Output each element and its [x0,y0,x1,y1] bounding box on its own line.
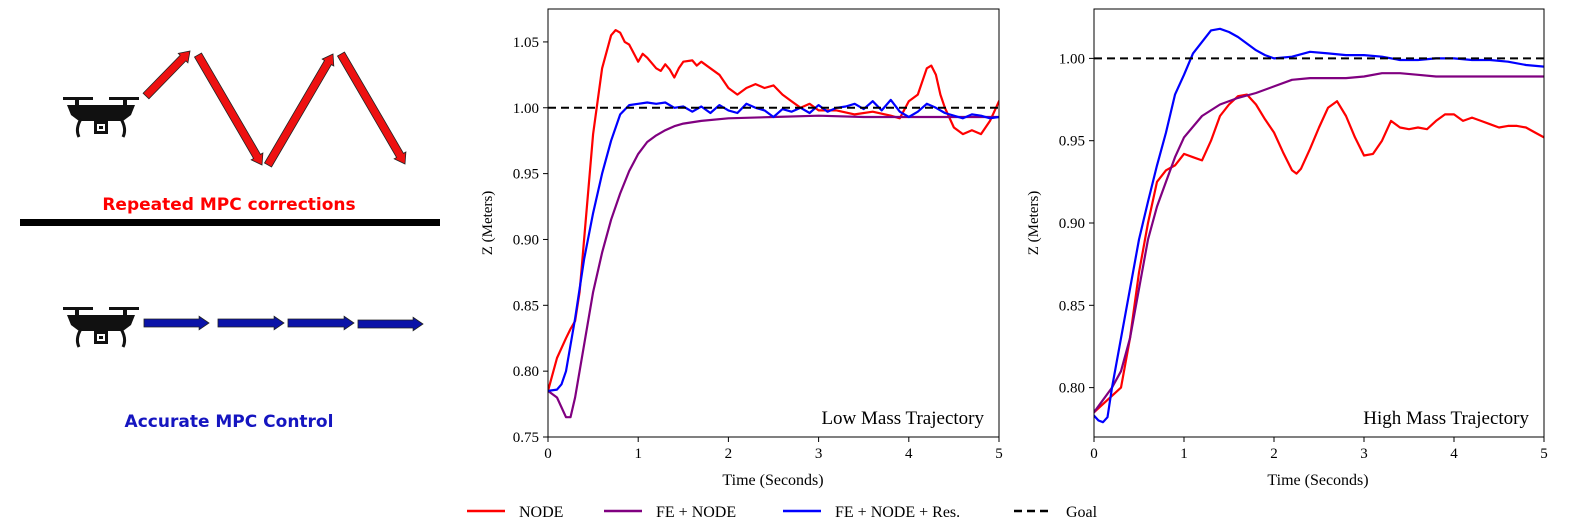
x-tick-label: 2 [725,446,733,462]
y-tick-label: 0.90 [513,232,539,248]
x-tick-label: 1 [1180,446,1188,462]
x-tick-label: 3 [815,446,823,462]
y-tick-label: 0.80 [1059,381,1085,397]
legend-item: Goal [1014,504,1098,521]
zigzag-arrows [142,50,407,168]
drone-icon [61,95,141,139]
y-axis-label: Z (Meters) [480,191,496,256]
x-tick-label: 5 [1540,446,1548,462]
divider-bar [20,219,440,226]
legend-label: NODE [519,504,563,521]
y-tick-label: 0.95 [1059,134,1085,150]
x-axis-label: Time (Seconds) [1267,472,1368,489]
x-tick-label: 4 [1450,446,1458,462]
legend-item: FE + NODE [604,504,736,521]
legend-item: NODE [467,504,563,521]
blue-arrow [357,316,424,332]
top-caption: Repeated MPC corrections [102,195,355,215]
axes-frame [547,8,1000,438]
red-arrow [263,53,335,168]
legend: NODE FE + NODE FE + NODE + Res. Goal [467,504,1098,521]
legend-item: FE + NODE + Res. [783,504,960,521]
illustration-panel: Repeated MPC corrections Accurate MPC Co… [20,50,440,432]
red-arrow [193,52,264,166]
series-line-fe-node [548,114,999,419]
y-tick-label: 1.00 [1059,51,1085,67]
series-line-fe-node-res [548,98,999,392]
y-tick-label: 1.05 [513,35,539,51]
x-tick-label: 5 [995,446,1003,462]
chart-low-mass: Z (Meters) Time (Seconds) Low Mass Traje… [480,8,1003,489]
legend-label: FE + NODE [656,504,736,521]
series-line-fe-node [1094,72,1544,414]
y-tick-label: 0.90 [1059,216,1085,232]
series-line-fe-node-res [1094,27,1544,424]
blue-arrow [217,315,285,331]
chart-high-mass: Z (Meters) Time (Seconds) High Mass Traj… [1026,8,1548,489]
series-line-node [548,29,999,392]
y-tick-label: 0.85 [513,298,539,314]
y-axis-label: Z (Meters) [1026,191,1042,256]
x-tick-label: 4 [905,446,913,462]
blue-arrow [287,315,355,331]
drone-icon [61,305,141,349]
y-tick-label: 0.95 [513,167,539,183]
y-tick-label: 0.85 [1059,298,1085,314]
legend-label: Goal [1066,504,1098,521]
series-line-node [1094,93,1544,414]
x-tick-label: 2 [1270,446,1278,462]
red-arrow [142,50,191,100]
x-tick-label: 3 [1360,446,1368,462]
plot-area: 0 1 2 3 4 5 0.75 0.80 0.85 0.90 0.95 1.00 1.05 [513,8,1003,462]
plot-area: 0 1 2 3 4 5 0.80 0.85 0.90 0.95 1.00 [1059,8,1548,462]
x-axis-label: Time (Seconds) [722,472,823,489]
legend-label: FE + NODE + Res. [835,504,960,521]
blue-arrow [143,315,210,331]
chart-title: Low Mass Trajectory [821,408,984,429]
x-tick-label: 0 [1090,446,1098,462]
chart-title: High Mass Trajectory [1363,408,1529,429]
straight-arrows [143,315,424,332]
y-tick-label: 0.75 [513,430,539,446]
y-tick-label: 0.80 [513,364,539,380]
y-tick-label: 1.00 [513,101,539,117]
x-tick-label: 1 [634,446,642,462]
x-tick-label: 0 [544,446,552,462]
bottom-caption: Accurate MPC Control [125,412,334,432]
red-arrow [336,51,407,165]
axes-frame [1093,8,1545,438]
